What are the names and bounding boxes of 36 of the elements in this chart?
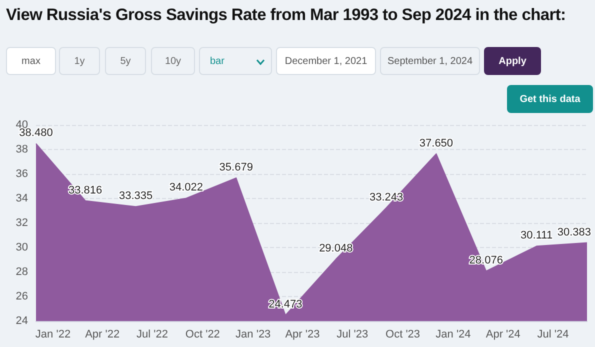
x-tick-label: Apr '23 — [285, 328, 320, 340]
y-tick-label: 24 — [16, 315, 28, 327]
text: Apply — [498, 56, 526, 66]
text: Get this data — [520, 94, 580, 104]
y-tick-label: 38 — [16, 144, 28, 156]
x-tick-label: Jan '24 — [436, 328, 471, 340]
text: September 1, 2024 — [387, 56, 473, 66]
y-tick-label: 32 — [16, 217, 28, 229]
data-label: 35.679 — [219, 161, 253, 174]
chart-title: View Russia's Gross Savings Rate from Mar 1993 to Sep 2024 in the chart: — [6, 6, 566, 25]
text: December 1, 2021 — [284, 56, 368, 66]
x-tick-label: Apr '24 — [486, 328, 520, 340]
y-tick-label: 30 — [16, 242, 28, 254]
x-tick-label: Jan '22 — [35, 328, 71, 340]
text: 1y — [74, 56, 85, 66]
data-label: 34.022 — [169, 182, 204, 194]
text: bar — [210, 56, 224, 66]
data-label: 38.480 — [19, 127, 53, 140]
y-tick-label: 36 — [16, 168, 28, 180]
data-label: 33.335 — [118, 190, 153, 202]
y-tick-label: 26 — [16, 290, 28, 302]
x-tick-label: Jan '23 — [236, 328, 271, 340]
x-tick-label: Jul '23 — [336, 328, 368, 340]
text: 10y — [164, 56, 182, 66]
text: max — [22, 56, 40, 66]
y-tick-label: 34 — [16, 192, 28, 204]
y-tick-label: 28 — [16, 266, 28, 278]
x-tick-label: Apr '22 — [85, 328, 120, 340]
x-tick-label: Oct '22 — [185, 328, 220, 340]
x-tick-label: Jul '24 — [537, 328, 569, 340]
text: 5y — [120, 56, 131, 66]
x-tick-label: Jul '22 — [136, 328, 168, 340]
x-tick-label: Oct '23 — [386, 328, 420, 340]
data-label: 30.111 — [520, 230, 553, 242]
data-label: 37.650 — [419, 137, 454, 150]
data-label: 30.383 — [557, 226, 591, 238]
